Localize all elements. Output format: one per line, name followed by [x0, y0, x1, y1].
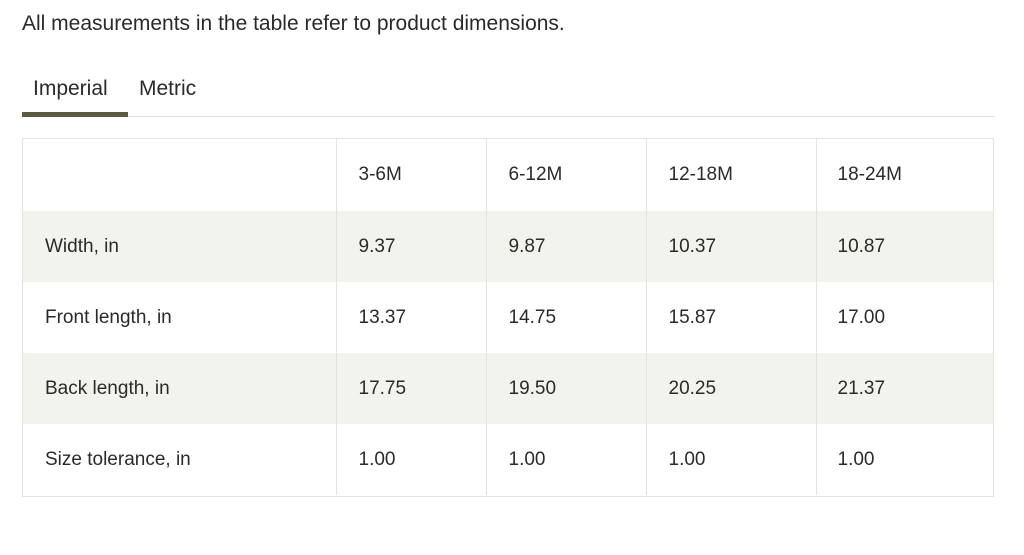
table-cell: 14.75: [485, 282, 646, 353]
active-tab-indicator: [22, 112, 128, 117]
table-cell: 15.87: [645, 282, 816, 353]
table-cell: 1.00: [815, 424, 993, 495]
table-row: Width, in 9.37 9.87 10.37 10.87: [23, 211, 993, 282]
table-header-cell: [23, 139, 336, 211]
row-label: Size tolerance, in: [45, 448, 191, 470]
intro-text: All measurements in the table refer to p…: [22, 12, 565, 35]
table-header-row: 3-6M 6-12M 12-18M 18-24M: [23, 139, 993, 211]
table-cell: 19.50: [485, 353, 646, 424]
table-cell: 9.37: [335, 211, 486, 282]
table-header-cell: 3-6M: [335, 139, 486, 211]
table-row: Front length, in 13.37 14.75 15.87 17.00: [23, 282, 993, 353]
row-label: Back length, in: [23, 353, 336, 424]
table-header-cell: 18-24M: [815, 139, 993, 211]
table-cell: 10.87: [815, 211, 993, 282]
row-label: Width, in: [23, 211, 336, 282]
table-header-cell: 6-12M: [485, 139, 646, 211]
unit-tabs: Imperial Metric: [22, 70, 994, 117]
tab-imperial[interactable]: Imperial: [33, 77, 108, 100]
table-cell: 17.00: [815, 282, 993, 353]
tab-metric[interactable]: Metric: [139, 77, 197, 100]
table-cell: 1.00: [485, 424, 646, 495]
table-cell: 17.75: [335, 353, 486, 424]
table-cell: 9.87: [485, 211, 646, 282]
table-cell: 1.00: [645, 424, 816, 495]
table-cell: 21.37: [815, 353, 993, 424]
table-cell: 1.00: [335, 424, 486, 495]
row-label: Front length, in: [45, 306, 172, 328]
table-row: Back length, in 17.75 19.50 20.25 21.37: [23, 353, 993, 424]
size-table: 3-6M 6-12M 12-18M 18-24M Width, in 9.37 …: [22, 138, 994, 497]
table-row: Size tolerance, in 1.00 1.00 1.00 1.00: [23, 424, 993, 495]
table-cell: 20.25: [645, 353, 816, 424]
table-cell: 13.37: [335, 282, 486, 353]
table-cell: 10.37: [645, 211, 816, 282]
table-header-cell: 12-18M: [645, 139, 816, 211]
